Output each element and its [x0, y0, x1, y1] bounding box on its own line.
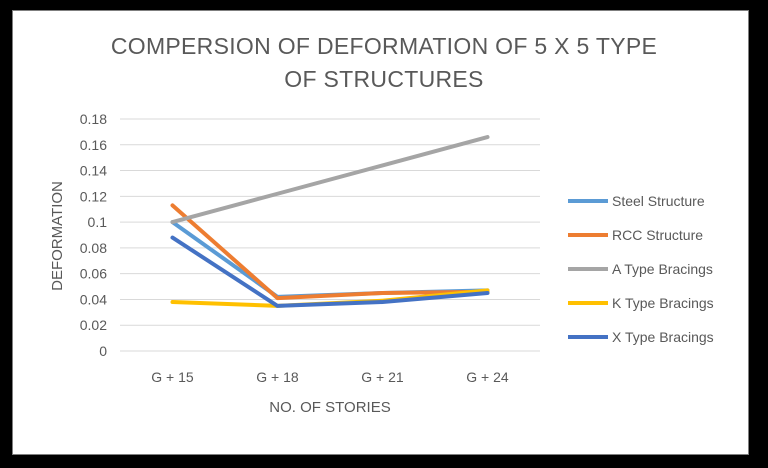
series-line — [170, 220, 490, 299]
series-line — [170, 235, 490, 308]
series-lines — [170, 135, 490, 308]
y-tick-label: 0.04 — [80, 291, 107, 307]
chart-panel — [12, 10, 749, 455]
y-tick-label: 0 — [99, 343, 107, 359]
x-tick-label: G + 21 — [361, 369, 404, 385]
legend-label: RCC Structure — [612, 227, 703, 243]
y-tick-label: 0.14 — [80, 163, 107, 179]
y-tick-label: 0.02 — [80, 317, 107, 333]
legend-label: A Type Bracings — [612, 261, 713, 277]
chart-title-line-1: COMPERSION OF DEFORMATION OF 5 X 5 TYPE — [110, 33, 658, 59]
series-line — [170, 135, 490, 225]
legend-label: K Type Bracings — [612, 295, 714, 311]
y-axis-label: DEFORMATION — [49, 181, 66, 291]
series-line — [170, 203, 490, 301]
legend-label: Steel Structure — [612, 193, 705, 209]
x-tick-label: G + 24 — [466, 369, 509, 385]
x-tick-labels: G + 15 G + 18 G + 21 G + 24 — [151, 369, 509, 385]
gridlines — [120, 118, 540, 352]
x-tick-label: G + 15 — [151, 369, 194, 385]
y-tick-label: 0.12 — [80, 188, 107, 204]
y-tick-label: 0.06 — [80, 266, 107, 282]
y-tick-label: 0.16 — [80, 137, 107, 153]
chart-title-line-2: OF STRUCTURES — [284, 66, 484, 92]
legend-label: X Type Bracings — [612, 329, 714, 345]
y-tick-labels: 0 0.02 0.04 0.06 0.08 0.1 0.12 0.14 0.16 0.18 — [80, 111, 107, 359]
legend: Steel Structure RCC Structure A Type Braci… — [568, 193, 714, 345]
y-tick-label: 0.08 — [80, 240, 107, 256]
x-axis-label: NO. OF STORIES — [269, 399, 390, 416]
y-tick-label: 0.18 — [80, 111, 107, 127]
y-tick-label: 0.1 — [88, 214, 108, 230]
x-tick-label: G + 18 — [256, 369, 299, 385]
